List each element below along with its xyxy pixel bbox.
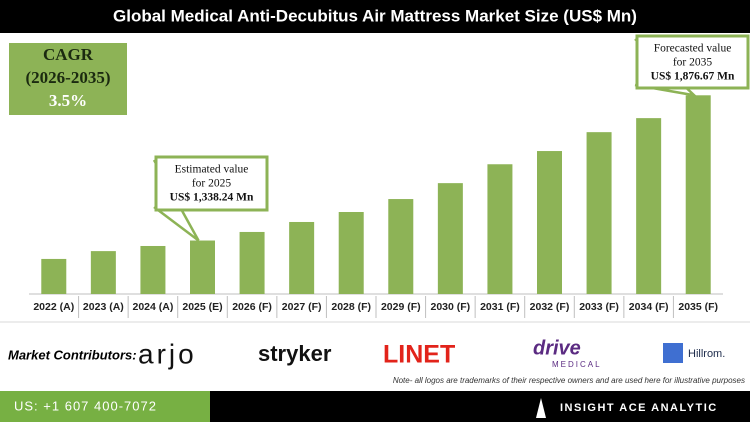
- x-tick-label: 2029 (F): [381, 301, 421, 313]
- brand-bar: [210, 391, 750, 422]
- phone: US: +1 607 400-7072: [14, 398, 157, 413]
- x-tick-label: 2035 (F): [678, 301, 718, 313]
- bar: [239, 231, 265, 294]
- callout-text: for 2025: [192, 178, 232, 190]
- value-label: US$ 1,876.67 Mn: [651, 70, 735, 83]
- x-tick-label: 2030 (F): [431, 301, 471, 313]
- x-tick-label: 2034 (F): [629, 301, 669, 313]
- bar: [140, 245, 166, 294]
- callout-box: [635, 34, 750, 90]
- x-tick-label: 2022 (A): [33, 301, 74, 313]
- logo-hillrom-icon: [663, 343, 683, 363]
- callout-text: Estimated value: [175, 164, 249, 176]
- callout-text: for 2035: [673, 57, 713, 69]
- x-tick-label: 2028 (F): [331, 301, 371, 313]
- cagr-period: (2026-2035): [26, 68, 111, 87]
- value-label: US$ 1,338.24 Mn: [170, 191, 254, 204]
- x-tick-label: 2026 (F): [232, 301, 272, 313]
- x-tick-label: 2025 (E): [182, 301, 222, 313]
- callout-text: Forecasted value: [654, 43, 732, 55]
- brand-icon: [536, 398, 546, 418]
- bar: [289, 221, 315, 294]
- x-tick-label: 2031 (F): [480, 301, 520, 313]
- bar: [338, 212, 364, 294]
- callout-box: [154, 155, 269, 212]
- bar: [685, 95, 711, 294]
- bar: [586, 132, 612, 294]
- cagr-label: CAGR: [43, 45, 94, 64]
- bar: [487, 164, 513, 294]
- note: Note- all logos are trademarks of their …: [393, 376, 745, 385]
- bar: [190, 240, 215, 294]
- x-tick-label: 2024 (A): [132, 301, 173, 313]
- bar: [41, 258, 67, 294]
- chart-title: Global Medical Anti-Decubitus Air Mattre…: [113, 6, 637, 25]
- x-tick-label: 2033 (F): [579, 301, 619, 313]
- brand: INSIGHT ACE ANALYTIC: [560, 402, 718, 414]
- title-bar: [0, 0, 750, 33]
- bar: [636, 118, 662, 294]
- logo-hillrom: Hillrom.: [688, 348, 725, 360]
- x-tick-label: 2023 (A): [83, 301, 124, 313]
- logo-linet: LINET: [383, 341, 455, 369]
- cagr-box: [7, 41, 129, 117]
- x-tick-label: 2027 (F): [282, 301, 322, 313]
- x-tick-label: 2032 (F): [530, 301, 570, 313]
- bar: [90, 251, 116, 294]
- logo-arjo: arjo: [138, 338, 197, 369]
- bar: [388, 199, 414, 294]
- logo-medical: MEDICAL: [552, 360, 602, 369]
- contributors-label: Market Contributors:: [8, 347, 137, 362]
- bar: [537, 151, 562, 294]
- cagr-value: 3.5%: [49, 91, 87, 110]
- logo-stryker: stryker: [258, 341, 332, 366]
- logo-drive: drive: [533, 337, 581, 359]
- bar: [437, 183, 463, 294]
- phone-bar: [0, 391, 210, 422]
